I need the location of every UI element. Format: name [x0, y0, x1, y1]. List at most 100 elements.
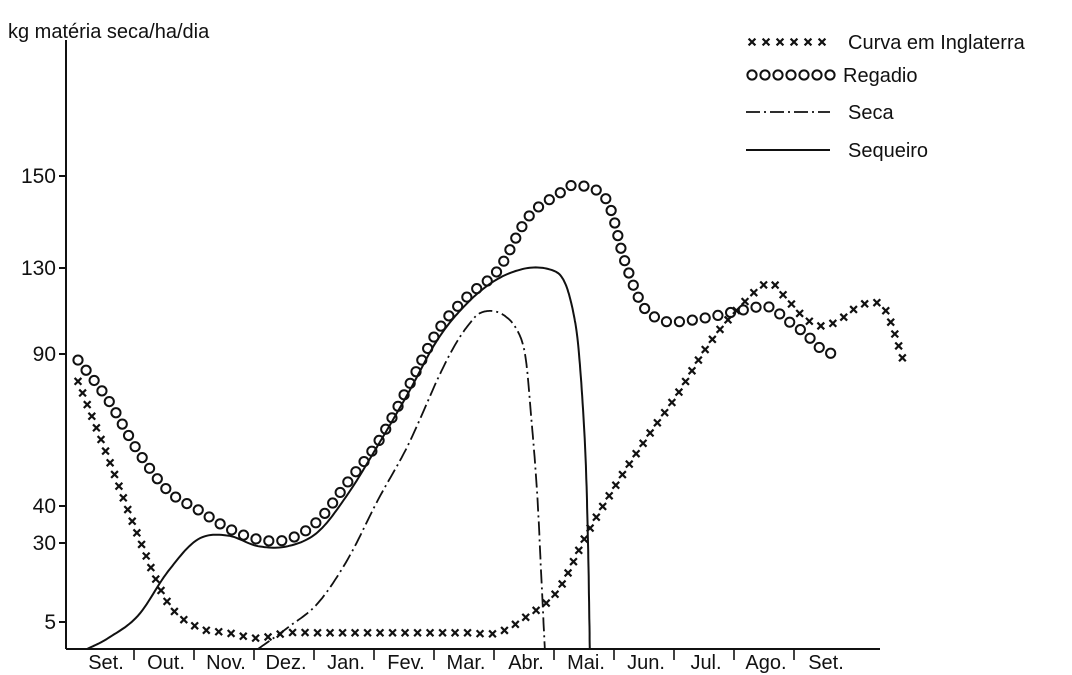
series-line	[257, 310, 546, 650]
series-point	[715, 325, 725, 334]
series-point	[648, 311, 661, 323]
legend-item: Seca	[746, 102, 894, 124]
x-tick-label: Fev.	[387, 652, 424, 674]
series-point	[565, 179, 577, 192]
series-point	[750, 301, 762, 313]
series-point	[123, 505, 132, 514]
series-point	[490, 266, 503, 278]
series-point	[101, 446, 110, 456]
series-point	[96, 435, 106, 444]
series-point	[542, 598, 551, 608]
series-point	[350, 628, 360, 637]
series-point	[288, 628, 297, 637]
series-point	[674, 387, 684, 397]
series-point	[88, 374, 100, 387]
series-point	[860, 299, 869, 309]
series-point	[612, 230, 624, 242]
series-point	[239, 632, 248, 641]
series-point	[110, 407, 122, 419]
series-point	[128, 517, 137, 526]
series-point	[142, 551, 151, 561]
series-point	[137, 540, 146, 549]
legend-swatch	[817, 37, 827, 47]
y-tick-label: 150	[21, 165, 56, 188]
x-tick-label: Jan.	[327, 652, 365, 674]
series-point	[300, 525, 312, 537]
series-point	[214, 518, 226, 530]
series-point	[890, 329, 899, 339]
series-point	[179, 615, 188, 624]
series-point	[325, 628, 335, 637]
legend-item: Regadio	[746, 65, 918, 87]
series-point	[310, 517, 322, 529]
series-point	[618, 470, 627, 479]
series-point	[263, 535, 275, 547]
series-point	[510, 232, 522, 244]
legend-swatch	[761, 37, 771, 47]
series-point	[681, 377, 690, 386]
x-tick-label: Out.	[147, 652, 185, 674]
x-tick-label: Nov.	[206, 652, 246, 674]
series-point	[170, 607, 179, 616]
y-tick-label: 130	[21, 257, 56, 280]
series-point	[96, 385, 108, 397]
y-axis-label: kg matéria seca/ha/dia	[8, 21, 210, 43]
series-point	[521, 613, 530, 622]
legend: Curva em Inglaterra Regadio Seca Sequeiro	[746, 32, 1026, 162]
series-line	[86, 266, 591, 650]
series-point	[263, 632, 273, 642]
series-point	[787, 299, 796, 309]
axes	[65, 40, 880, 650]
series-point	[87, 412, 96, 421]
series-point	[83, 400, 92, 409]
series-group	[72, 179, 907, 650]
series-point	[143, 462, 156, 474]
series-point	[203, 511, 215, 523]
legend-swatch	[803, 37, 813, 47]
series-point	[881, 306, 890, 315]
series-point	[615, 242, 627, 254]
series-point	[129, 441, 141, 453]
series-point	[146, 563, 156, 572]
x-tick-label: Dez.	[265, 652, 306, 674]
series-point	[605, 204, 617, 217]
series-point	[334, 486, 346, 499]
series-point	[116, 418, 128, 430]
series-point	[400, 628, 410, 637]
y-tick-label: 40	[33, 495, 56, 518]
series-point	[500, 626, 509, 635]
series-point	[300, 628, 310, 637]
series-point	[319, 507, 331, 519]
series-point	[156, 586, 166, 595]
series-regadio	[72, 179, 837, 547]
series-point	[350, 466, 362, 478]
series-point	[763, 301, 775, 313]
series-point	[660, 316, 673, 328]
legend-swatch	[785, 69, 797, 81]
series-point	[226, 524, 238, 536]
series-point	[770, 280, 780, 290]
legend-swatch	[747, 37, 757, 47]
series-point	[627, 279, 639, 291]
series-point	[687, 366, 697, 375]
series-point	[226, 629, 236, 638]
series-point	[132, 528, 142, 537]
legend-swatch	[775, 37, 785, 47]
series-point	[795, 309, 804, 318]
series-point	[778, 290, 788, 299]
series-point	[327, 497, 339, 509]
series-point	[425, 628, 435, 637]
x-tick-label: Abr.	[508, 652, 544, 674]
series-point	[105, 458, 115, 467]
series-point	[737, 304, 749, 316]
x-tick-label: Set.	[88, 652, 124, 674]
series-point	[673, 316, 686, 328]
series-point	[288, 531, 300, 543]
series-point	[623, 267, 635, 279]
series-point	[805, 317, 814, 326]
series-point	[784, 316, 796, 328]
legend-label: Sequeiro	[848, 140, 928, 162]
series-point	[605, 491, 614, 500]
series-point	[162, 597, 172, 606]
x-ticks: Set. Out. Nov. Dez. Jan. Fev. Mar. Abr. Mai. Jun.…	[88, 649, 844, 674]
